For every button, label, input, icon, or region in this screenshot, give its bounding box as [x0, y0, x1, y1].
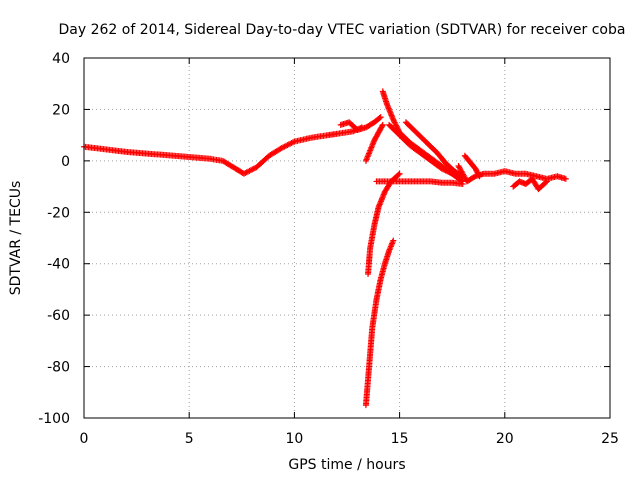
data-point: [441, 166, 448, 173]
y-axis-label: SDTVAR / TECUs: [8, 181, 24, 296]
y-tick-label: -20: [47, 205, 70, 221]
data-series-arc-b: [337, 114, 384, 133]
y-tick-label: 0: [61, 154, 70, 170]
y-tick-label: -80: [47, 360, 70, 376]
data-point: [439, 166, 446, 173]
x-tick-label: 10: [285, 431, 303, 447]
data-point: [438, 165, 445, 172]
y-tick-label: 40: [52, 51, 70, 67]
data-point: [543, 178, 550, 185]
data-point: [459, 181, 466, 187]
data-point: [475, 172, 482, 178]
x-tick-label: 5: [185, 431, 194, 447]
data-point: [376, 115, 383, 121]
y-tick-label: -60: [47, 308, 70, 324]
data-point: [443, 168, 450, 175]
data-point: [562, 175, 569, 182]
data-series-arc-f: [402, 119, 466, 180]
data-point: [379, 121, 386, 128]
y-tick-label: 20: [52, 102, 70, 118]
x-tick-label: 25: [601, 431, 619, 447]
data-series-arc-e: [386, 121, 466, 185]
data-point: [379, 123, 386, 130]
x-tick-label: 20: [496, 431, 514, 447]
data-series-arc-k: [365, 170, 403, 277]
chart-title: Day 262 of 2014, Sidereal Day-to-day VTE…: [59, 22, 626, 38]
data-series-arc-l: [362, 237, 397, 409]
plot-frame: [83, 57, 611, 419]
x-axis-label: GPS time / hours: [288, 457, 405, 473]
data-point: [446, 169, 453, 176]
data-point: [445, 168, 452, 175]
y-tick-label: -100: [38, 411, 70, 427]
data-point: [377, 114, 384, 121]
axis-ticks: 0 5 10 15 20 25 40 20 0 -20 -40 -60 -80 -100: [38, 51, 619, 447]
y-tick-label: -40: [47, 257, 70, 273]
x-tick-label: 0: [80, 431, 89, 447]
gridlines: [84, 58, 610, 418]
x-tick-label: 15: [391, 431, 409, 447]
data-series-arc-j: [510, 175, 550, 193]
data-point: [390, 237, 397, 244]
data-point: [476, 173, 483, 180]
data-point: [395, 171, 402, 178]
data-series-arc-i: [461, 152, 483, 180]
data-series-arc-a: [81, 124, 365, 177]
data-point: [542, 179, 549, 186]
data-point: [442, 167, 449, 174]
data-points: [81, 88, 569, 409]
data-point: [396, 170, 403, 177]
data-point: [471, 174, 478, 181]
data-series-arc-c: [362, 121, 386, 164]
